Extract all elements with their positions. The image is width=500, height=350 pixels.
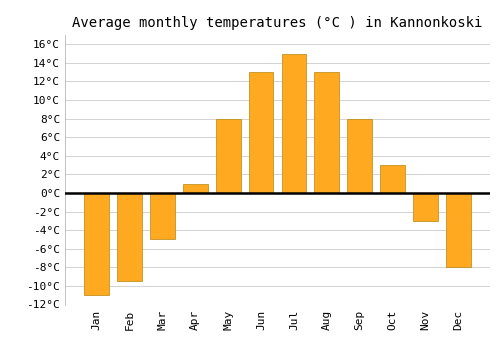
Bar (150, 193, 174, 239)
Bar (446, 193, 470, 267)
Bar (380, 165, 405, 193)
Bar (348, 119, 372, 193)
Bar (314, 72, 339, 193)
Bar (84, 193, 109, 295)
Bar (413, 193, 438, 221)
Bar (282, 54, 306, 193)
Bar (216, 119, 240, 193)
Title: Average monthly temperatures (°C ) in Kannonkoski: Average monthly temperatures (°C ) in Ka… (72, 16, 482, 30)
Bar (117, 193, 142, 281)
Bar (248, 72, 274, 193)
Bar (183, 184, 208, 193)
